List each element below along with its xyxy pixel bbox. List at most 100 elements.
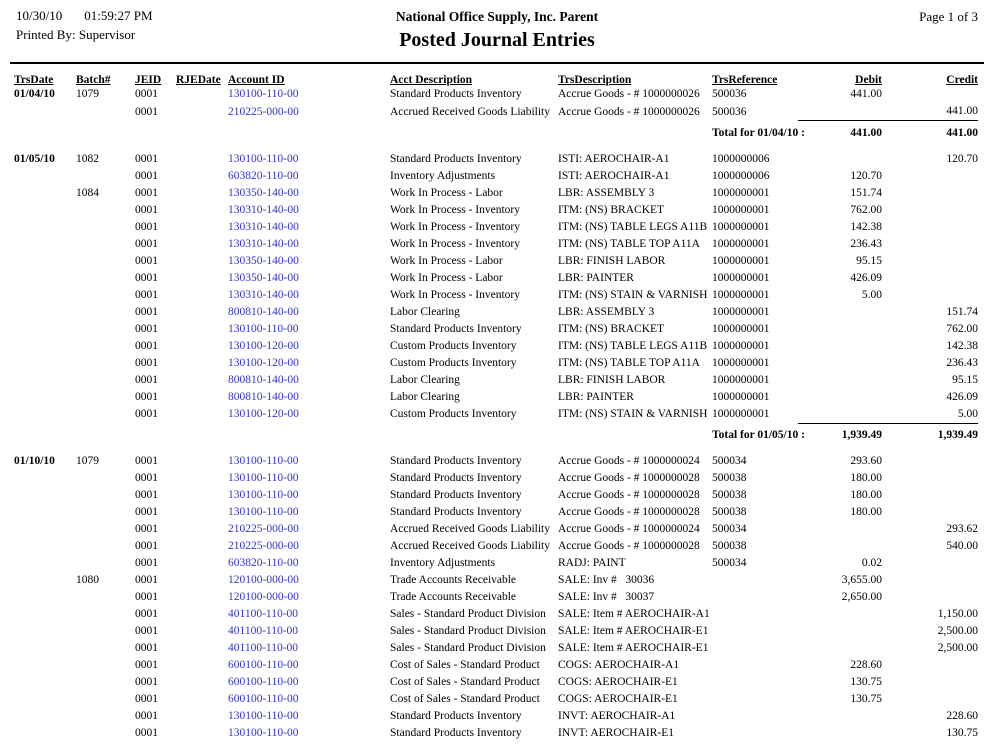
account-id-link[interactable]: 130310-140-00 <box>228 203 299 216</box>
account-id-link[interactable]: 401100-110-00 <box>228 608 299 620</box>
table-row: 0001 603820-110-00 Inventory Adjustments IS… <box>14 168 978 185</box>
table-row: 0001 130310-140-00 Work In Process - Inven… <box>14 287 978 304</box>
cell-trs_desc: ITM: (NS) TABLE TOP A11A <box>558 237 700 250</box>
account-id-link[interactable]: 130350-140-00 <box>228 186 299 199</box>
cell-credit: 228.60 <box>946 710 978 722</box>
account-id-link[interactable]: 130100-110-00 <box>228 710 299 722</box>
account-id-link[interactable]: 130100-110-00 <box>228 88 299 100</box>
account-id-link[interactable]: 130100-110-00 <box>228 152 299 165</box>
section-spacer <box>14 142 978 151</box>
cell-acct_desc: Accrued Received Goods Liability <box>390 523 550 535</box>
cell-credit <box>882 253 978 270</box>
account-id-link[interactable]: 210225-000-00 <box>228 523 299 535</box>
account-id-link[interactable]: 800810-140-00 <box>228 390 299 403</box>
table-row: 0001 130100-110-00 Standard Products Inven… <box>14 504 978 521</box>
cell-trsdate: 01/10/10 <box>14 455 55 467</box>
section-total-row: Total for 01/05/10 :1,939.49 1,939.49 <box>14 422 978 444</box>
journal-table: TrsDate Batch# JEID RJEDate Account ID Acct D… <box>14 64 978 742</box>
account-id-link[interactable]: 120100-000-00 <box>228 591 299 603</box>
account-id-link[interactable]: 401100-110-00 <box>228 642 299 654</box>
cell-trsdate <box>14 270 76 287</box>
account-id-link[interactable]: 130100-120-00 <box>228 356 299 369</box>
cell-debit: 2,650.00 <box>841 591 882 603</box>
cell-debit: 180.00 <box>850 506 882 518</box>
cell-batch <box>76 640 135 657</box>
cell-trs_desc: ITM: (NS) BRACKET <box>558 322 665 335</box>
table-row: 1084 0001 130350-140-00 Work In Process - L… <box>14 185 978 202</box>
table-row: 0001 130310-140-00 Work In Process - Inven… <box>14 236 978 253</box>
account-id-link[interactable]: 130310-140-00 <box>228 220 299 233</box>
account-id-link[interactable]: 130100-120-00 <box>228 339 299 352</box>
cell-debit <box>798 623 882 640</box>
account-id-link[interactable]: 130100-110-00 <box>228 506 299 518</box>
cell-acct_desc: Work In Process - Inventory <box>390 203 521 216</box>
account-id-link[interactable]: 130100-110-00 <box>228 727 299 739</box>
account-id-link[interactable]: 210225-000-00 <box>228 540 299 552</box>
account-id-link[interactable]: 130100-110-00 <box>228 472 299 484</box>
cell-trs_ref: 500038 <box>712 489 747 501</box>
table-row: 0001 130100-110-00 Standard Products Inven… <box>14 725 978 742</box>
account-id-link[interactable]: 130100-120-00 <box>228 408 299 420</box>
cell-batch <box>76 504 135 521</box>
account-id-link[interactable]: 600100-110-00 <box>228 693 299 705</box>
account-id-link[interactable]: 600100-110-00 <box>228 676 299 688</box>
account-id-link[interactable]: 600100-110-00 <box>228 659 299 671</box>
cell-debit: 762.00 <box>850 203 882 216</box>
cell-trs_desc: ITM: (NS) TABLE LEGS A11B <box>558 220 708 233</box>
table-row: 0001 210225-000-00 Accrued Received Goods … <box>14 103 978 121</box>
account-id-link[interactable]: 800810-140-00 <box>228 373 299 386</box>
cell-debit <box>798 338 882 355</box>
account-id-link[interactable]: 130100-110-00 <box>228 322 299 335</box>
cell-debit <box>798 304 882 321</box>
cell-trs_ref: 500038 <box>712 472 747 484</box>
cell-debit: 120.70 <box>850 169 882 182</box>
cell-credit <box>882 487 978 504</box>
account-id-link[interactable]: 800810-140-00 <box>228 305 299 318</box>
account-id-link[interactable]: 130310-140-00 <box>228 237 299 250</box>
cell-debit: 236.43 <box>850 237 882 250</box>
account-id-link[interactable]: 130100-110-00 <box>228 455 299 467</box>
cell-acct_desc: Labor Clearing <box>390 390 460 403</box>
account-id-link[interactable]: 603820-110-00 <box>228 169 299 182</box>
cell-jeid: 0001 <box>135 237 158 250</box>
account-id-link[interactable]: 603820-110-00 <box>228 557 299 569</box>
cell-rjedate <box>176 287 228 304</box>
cell-account: 120100-000-00 <box>228 589 390 606</box>
cell-batch <box>76 623 135 640</box>
account-id-link[interactable]: 210225-000-00 <box>228 105 299 118</box>
cell-credit: 95.15 <box>952 373 978 386</box>
cell-trsdate <box>14 691 76 708</box>
cell-batch <box>76 487 135 504</box>
cell-account: 603820-110-00 <box>228 555 390 572</box>
cell-account: 130310-140-00 <box>228 236 390 253</box>
cell-trs_desc: Accrue Goods - # 1000000024 <box>558 523 700 535</box>
print-date: 10/30/10 <box>16 8 63 23</box>
cell-batch <box>76 103 135 121</box>
print-time: 01:59:27 PM <box>84 8 153 23</box>
cell-jeid: 0001 <box>135 288 158 301</box>
table-row: 0001 120100-000-00 Trade Accounts Receivab… <box>14 589 978 606</box>
account-id-link[interactable]: 401100-110-00 <box>228 625 299 637</box>
account-id-link[interactable]: 120100-000-00 <box>228 574 299 586</box>
account-id-link[interactable]: 130350-140-00 <box>228 254 299 267</box>
cell-trs_desc: Accrue Goods - # 1000000028 <box>558 489 700 501</box>
account-id-link[interactable]: 130310-140-00 <box>228 288 299 301</box>
cell-trsdate <box>14 202 76 219</box>
cell-rjedate <box>176 487 228 504</box>
account-id-link[interactable]: 130100-110-00 <box>228 489 299 501</box>
cell-account: 401100-110-00 <box>228 640 390 657</box>
total-empty-cell <box>228 121 390 142</box>
cell-account: 130100-110-00 <box>228 725 390 742</box>
cell-trs_ref <box>712 572 798 589</box>
cell-trs_ref: 1000000001 <box>712 339 770 352</box>
cell-trsdate <box>14 304 76 321</box>
cell-batch <box>76 555 135 572</box>
cell-batch <box>76 538 135 555</box>
account-id-link[interactable]: 130350-140-00 <box>228 271 299 284</box>
cell-credit <box>882 691 978 708</box>
cell-batch <box>76 708 135 725</box>
cell-trs_desc: SALE: Inv # 30036 <box>558 574 655 586</box>
cell-trs_ref: 1000000006 <box>712 169 770 182</box>
cell-account: 130100-110-00 <box>228 321 390 338</box>
cell-debit: 441.00 <box>850 88 882 100</box>
